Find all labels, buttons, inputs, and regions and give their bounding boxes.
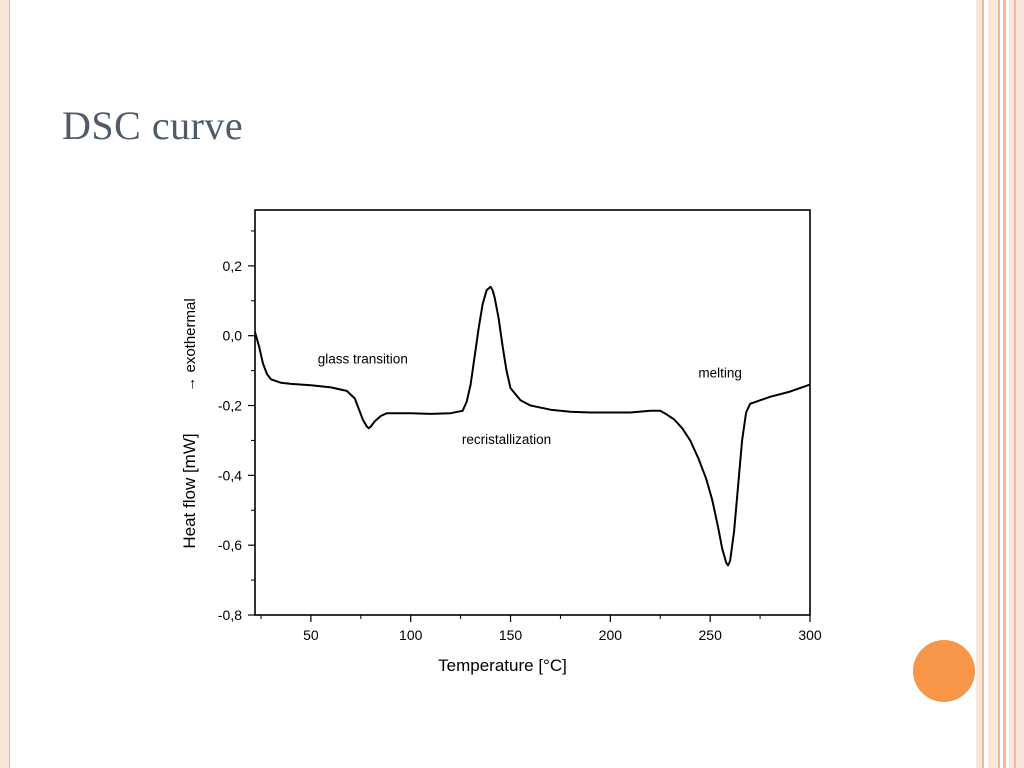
y-tick-label: 0,0: [223, 328, 243, 344]
annotation-label: glass transition: [318, 352, 408, 367]
plot-frame: [254, 209, 811, 616]
y-axis-label: Heat flow [mW]: [180, 433, 199, 548]
dsc-curve-line: [254, 285, 811, 567]
x-tick-label: 150: [499, 627, 523, 643]
y-tick-label: -0,2: [218, 398, 242, 414]
dsc-chart: 50 100 150 200 250 300 0,2 0,0 -0,2 -0,4 -0,6 -0,8 T…: [150, 195, 850, 695]
y-axis-secondary-label: → exothermal: [182, 298, 199, 391]
x-tick-label: 50: [303, 627, 319, 643]
x-tick-label: 250: [699, 627, 723, 643]
annotation-label: recristallization: [462, 432, 551, 447]
x-axis-label: Temperature [°C]: [438, 656, 567, 675]
left-border-bar: [0, 0, 10, 768]
y-tick-label: -0,6: [218, 537, 242, 553]
annotation-label: melting: [698, 366, 742, 381]
slide-title: DSC curve: [62, 103, 244, 148]
y-tick-label: -0,8: [218, 607, 242, 623]
chart-svg: 50 100 150 200 250 300 0,2 0,0 -0,2 -0,4 -0,6 -0,8 T…: [180, 209, 822, 675]
x-tick-label: 100: [399, 627, 423, 643]
y-tick-label: -0,4: [218, 467, 242, 483]
x-tick-label: 300: [798, 627, 822, 643]
orange-circle-decoration: [913, 640, 975, 702]
y-tick-label: 0,2: [223, 258, 243, 274]
x-tick-label: 200: [599, 627, 623, 643]
right-border-decoration: [976, 0, 1024, 768]
